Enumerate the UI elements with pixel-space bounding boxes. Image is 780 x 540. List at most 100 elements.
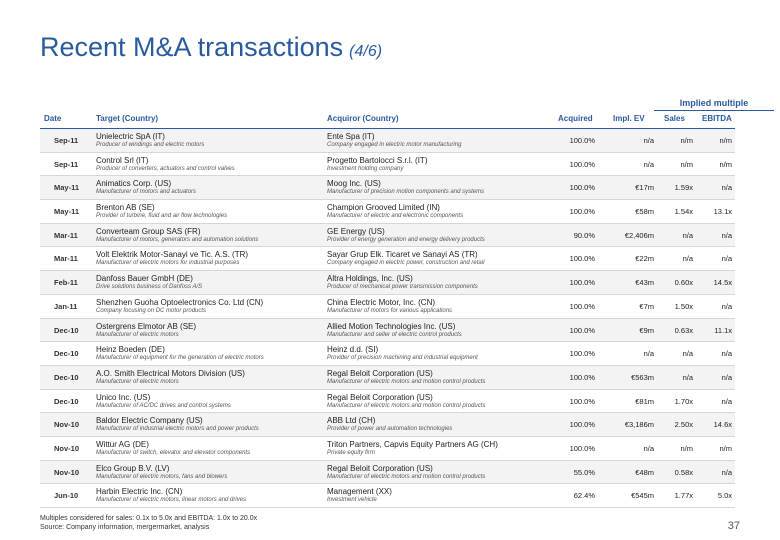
acquiror-name: Regal Beloit Corporation (US) xyxy=(327,392,433,402)
row-impl-ev: €58m xyxy=(635,207,654,217)
row-target: Danfoss Bauer GmbH (DE) Drive solutions b… xyxy=(96,274,326,290)
page-number: 37 xyxy=(727,520,740,532)
row-ebitda-multiple: 14.6x xyxy=(713,420,732,430)
table-row: Mar-11 Volt Elektrik Motor-Sanayi ve Tic.… xyxy=(40,247,735,272)
table-row: Nov-10 Elco Group B.V. (LV) Manufacturer o… xyxy=(40,460,735,485)
row-impl-ev: €9m xyxy=(639,325,654,335)
row-target: Brenton AB (SE) Provider of turbine, flui… xyxy=(96,203,326,219)
acquiror-name: Moog Inc. (US) xyxy=(327,179,381,189)
row-sales-multiple: n/a xyxy=(682,372,693,382)
table-row: Dec-10 Ostergrens Elmotor AB (SE) Manufact… xyxy=(40,318,735,343)
row-impl-ev: n/a xyxy=(643,349,654,359)
row-date: Dec-10 xyxy=(54,396,79,406)
acquiror-name: Heinz d.d. (SI) xyxy=(327,345,379,355)
row-sales-multiple: 1.70x xyxy=(674,396,693,406)
table-row: Jun-10 Harbin Electric Inc. (CN) Manufactu… xyxy=(40,484,735,508)
target-description: Drive solutions business of Danfoss A/S xyxy=(96,284,203,291)
target-description: Manufacturer of switch, elevator and ele… xyxy=(96,449,251,456)
footnote-multiples: Multiples considered for sales: 0.1x to … xyxy=(40,515,258,522)
row-acquiror: China Electric Motor, Inc. (CN) Manufactu… xyxy=(327,298,555,314)
row-target: Unico Inc. (US) Manufacturer of AC/DC dri… xyxy=(96,393,326,409)
acquiror-name: Sayar Grup Elk. Ticaret ve Sanayi AS (TR… xyxy=(327,250,478,260)
row-sales-multiple: n/a xyxy=(682,230,693,240)
row-target: Wittur AG (DE) Manufacturer of switch, el… xyxy=(96,440,326,456)
target-description: Manufacturer of motors, generators and a… xyxy=(96,236,259,243)
row-acquiror: Champion Grooved Limited (IN) Manufacture… xyxy=(327,203,555,219)
target-name: Elco Group B.V. (LV) xyxy=(96,463,170,473)
row-ebitda-multiple: n/a xyxy=(721,396,732,406)
row-date: Jan-11 xyxy=(54,301,78,311)
page-title: Recent M&A transactions (4/6) xyxy=(40,32,382,63)
row-acquiror: Moog Inc. (US) Manufacturer of precision … xyxy=(327,179,555,195)
row-sales-multiple: n/a xyxy=(682,254,693,264)
row-ebitda-multiple: 14.5x xyxy=(713,278,732,288)
table-row: May-11 Animatics Corp. (US) Manufacturer o… xyxy=(40,176,735,201)
target-name: Brenton AB (SE) xyxy=(96,203,155,213)
target-description: Manufacturer of electric motors xyxy=(96,378,179,385)
row-impl-ev: €2,406m xyxy=(624,230,654,240)
row-acquiror: ABB Ltd (CH) Provider of power and automa… xyxy=(327,416,555,432)
row-target: Control Srl (IT) Producer of converters, … xyxy=(96,156,326,172)
row-ebitda-multiple: n/a xyxy=(721,301,732,311)
row-target: Harbin Electric Inc. (CN) Manufacturer of… xyxy=(96,487,326,503)
target-description: Manufacturer of industrial electric moto… xyxy=(96,426,259,433)
row-ebitda-multiple: n/a xyxy=(721,349,732,359)
row-target: Shenzhen Guoha Optoelectronics Co. Ltd (… xyxy=(96,298,326,314)
table-row: Sep-11 Unielectric SpA (IT) Producer of wi… xyxy=(40,129,735,153)
row-ebitda-multiple: n/a xyxy=(721,372,732,382)
header-sales: Sales xyxy=(664,114,685,123)
row-acquired: 100.0% xyxy=(569,372,595,382)
row-date: Dec-10 xyxy=(54,372,79,382)
row-acquiror: Regal Beloit Corporation (US) Manufacture… xyxy=(327,393,555,409)
row-sales-multiple: 1.77x xyxy=(674,491,693,501)
acquiror-description: Manufacturer of precision motion compone… xyxy=(327,189,485,196)
table-row: Nov-10 Wittur AG (DE) Manufacturer of swit… xyxy=(40,437,735,461)
row-date: Mar-11 xyxy=(54,254,78,264)
row-date: Feb-11 xyxy=(54,278,78,288)
row-acquired: 100.0% xyxy=(569,301,595,311)
row-acquired: 100.0% xyxy=(569,396,595,406)
title-main: Recent M&A transactions xyxy=(40,32,344,62)
acquiror-description: Manufacturer of electric and electronic … xyxy=(327,213,464,220)
acquiror-name: Altra Holdings, Inc. (US) xyxy=(327,274,413,284)
title-subtitle: (4/6) xyxy=(349,43,383,60)
row-acquired: 100.0% xyxy=(569,207,595,217)
target-description: Manufacturer of AC/DC drives and control… xyxy=(96,402,231,409)
acquiror-description: Investment vehicle xyxy=(327,497,377,504)
acquiror-description: Manufacturer and seller of electric cont… xyxy=(327,331,462,338)
acquiror-description: Private equity firm xyxy=(327,449,376,456)
row-acquiror: Progetto Bartolocci S.r.l. (IT) Investmen… xyxy=(327,156,555,172)
row-acquiror: Heinz d.d. (SI) Provider of precision mac… xyxy=(327,345,555,361)
implied-multiple-header: Implied multiple xyxy=(654,98,774,111)
row-date: May-11 xyxy=(54,207,80,217)
target-description: Producer of converters, actuators and co… xyxy=(96,165,235,172)
row-acquiror: Regal Beloit Corporation (US) Manufacture… xyxy=(327,369,555,385)
acquiror-description: Investment holding company xyxy=(327,165,404,172)
row-ebitda-multiple: 13.1x xyxy=(713,207,732,217)
row-target: Converteam Group SAS (FR) Manufacturer of… xyxy=(96,227,326,243)
target-name: Volt Elektrik Motor-Sanayi ve Tic. A.S. … xyxy=(96,250,249,260)
row-ebitda-multiple: n/a xyxy=(721,183,732,193)
row-sales-multiple: 2.50x xyxy=(674,420,693,430)
table-row: Sep-11 Control Srl (IT) Producer of conver… xyxy=(40,153,735,177)
row-sales-multiple: 1.59x xyxy=(674,183,693,193)
acquiror-name: ABB Ltd (CH) xyxy=(327,416,376,426)
target-description: Provider of turbine, fluid and air flow … xyxy=(96,213,228,220)
row-ebitda-multiple: n/m xyxy=(719,159,732,169)
row-acquiror: Sayar Grup Elk. Ticaret ve Sanayi AS (TR… xyxy=(327,250,555,266)
row-acquiror: Regal Beloit Corporation (US) Manufacture… xyxy=(327,464,555,480)
target-description: Manufacturer of equipment for the genera… xyxy=(96,355,264,362)
header-acquired: Acquired xyxy=(558,114,593,123)
row-acquired: 55.0% xyxy=(573,467,595,477)
target-name: Converteam Group SAS (FR) xyxy=(96,226,201,236)
row-acquired: 100.0% xyxy=(569,254,595,264)
header-impl-ev: Impl. EV xyxy=(613,114,645,123)
acquiror-description: Provider of power and automation technol… xyxy=(327,426,453,433)
table-row: Dec-10 Unico Inc. (US) Manufacturer of AC/… xyxy=(40,390,735,414)
header-ebitda: EBITDA xyxy=(702,114,732,123)
row-ebitda-multiple: n/a xyxy=(721,254,732,264)
table-row: Jan-11 Shenzhen Guoha Optoelectronics Co.… xyxy=(40,295,735,319)
acquiror-description: Manufacturer of electric motors and moti… xyxy=(327,402,486,409)
row-date: Dec-10 xyxy=(54,325,79,335)
